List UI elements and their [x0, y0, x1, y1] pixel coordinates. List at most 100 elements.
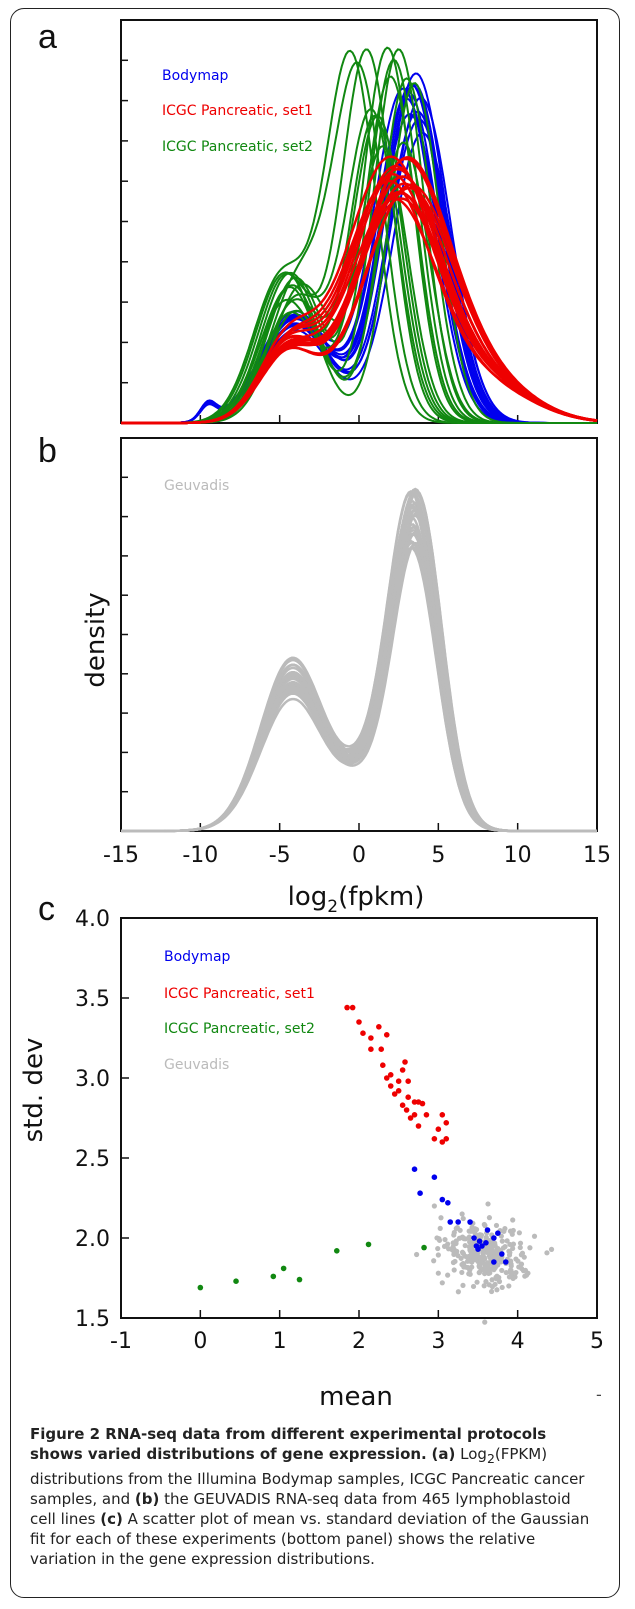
icgc1-point	[405, 1078, 411, 1084]
legend-bodymap-c: Bodymap	[164, 949, 231, 965]
legend-geuvadis-b: Geuvadis	[164, 478, 229, 494]
panel-c-points	[197, 1004, 555, 1325]
geuvadis-density-line	[121, 509, 597, 833]
geuvadis-density-line	[121, 511, 597, 833]
geuvadis-point	[461, 1264, 467, 1270]
legend-icgc2-c: ICGC Pancreatic, set2	[164, 1021, 315, 1037]
icgc1-point	[435, 1126, 442, 1132]
geuvadis-point	[462, 1242, 468, 1249]
geuvadis-density-line	[121, 487, 597, 833]
icgc1-point	[376, 1024, 382, 1030]
panel-b-lines	[121, 487, 597, 833]
icgc1-point	[368, 1046, 374, 1052]
legend-icgc1-c: ICGC Pancreatic, set1	[164, 986, 315, 1002]
icgc1-point	[380, 1062, 386, 1068]
icgc2-point	[296, 1276, 303, 1283]
geuvadis-point	[450, 1244, 456, 1250]
geuvadis-point	[470, 1283, 477, 1290]
icgc1-point	[402, 1059, 408, 1065]
caption-a-label: (a)	[431, 1445, 456, 1463]
panel-c: -1 0 1 2 3 4 5 1.5 2.0 2.5 3.0 3.5 4.0 Bodymap ICGC…	[19, 907, 604, 1412]
bodymap-point	[471, 1235, 477, 1241]
geuvadis-density-line	[121, 532, 597, 833]
caption-part3: A scatter plot of mean vs. standard devi…	[30, 1510, 590, 1568]
geuvadis-point	[478, 1232, 485, 1238]
x-tick-label: -10	[182, 843, 218, 868]
geuvadis-point	[439, 1280, 445, 1286]
panel-b: Geuvadis density -15 -10 -5 0 5 10 15 log2(fpk…	[81, 437, 611, 917]
geuvadis-point	[460, 1215, 466, 1222]
geuvadis-point	[513, 1269, 519, 1276]
geuvadis-point	[522, 1267, 529, 1273]
x-tick-label: -1	[110, 1329, 132, 1354]
icgc1-density-line	[121, 192, 598, 425]
xlabel-mean: mean	[319, 1382, 393, 1412]
caption-part1: Log	[455, 1445, 487, 1463]
geuvadis-point	[435, 1270, 441, 1276]
geuvadis-point	[508, 1258, 514, 1264]
panel-a-ticks	[120, 59, 598, 423]
panel-letter-a: a	[38, 18, 57, 56]
geuvadis-point	[476, 1262, 483, 1268]
geuvadis-point	[451, 1267, 457, 1273]
x-tick-label: 15	[583, 843, 611, 868]
x-tick-label: 3	[431, 1329, 445, 1354]
geuvadis-point	[435, 1245, 441, 1252]
bodymap-point	[467, 1219, 473, 1225]
geuvadis-point	[455, 1289, 461, 1295]
geuvadis-point	[459, 1211, 465, 1217]
geuvadis-density-line	[121, 541, 597, 833]
x-tick-label: 0	[193, 1329, 207, 1354]
caption-part1-post: (FPKM) distributions from the Illumina B…	[30, 1445, 585, 1508]
icgc2-point	[421, 1244, 427, 1251]
bodymap-point	[499, 1251, 505, 1257]
panel-b-frame	[120, 437, 598, 832]
icgc1-point	[383, 1032, 390, 1038]
geuvadis-point	[510, 1217, 516, 1223]
panel-c-ytick-labels: 1.5 2.0 2.5 3.0 3.5 4.0	[75, 907, 110, 1332]
x-tick-label: 10	[504, 843, 532, 868]
geuvadis-point	[435, 1252, 441, 1258]
icgc1-point	[411, 1112, 418, 1118]
icgc1-point	[405, 1094, 411, 1100]
geuvadis-point	[431, 1258, 437, 1264]
geuvadis-point	[544, 1250, 550, 1256]
icgc1-point	[378, 1046, 385, 1052]
geuvadis-point	[517, 1240, 524, 1246]
geuvadis-density-line	[121, 503, 597, 833]
panel-letter-c: c	[38, 890, 55, 928]
geuvadis-point	[436, 1237, 443, 1243]
geuvadis-point	[450, 1240, 456, 1246]
geuvadis-point	[459, 1269, 465, 1276]
bodymap-point	[473, 1243, 480, 1249]
geuvadis-density-line	[121, 532, 597, 833]
geuvadis-point	[467, 1271, 473, 1277]
caption-c-label: (c)	[100, 1510, 123, 1528]
panel-a: Bodymap ICGC Pancreatic, set1 ICGC Pancr…	[120, 19, 598, 425]
geuvadis-point	[492, 1240, 498, 1246]
caption-fig-label: Figure 2	[30, 1425, 101, 1443]
panel-c-xtick-labels: -1 0 1 2 3 4 5	[110, 1329, 604, 1354]
bodymap-point	[495, 1230, 501, 1236]
geuvadis-point	[503, 1269, 509, 1276]
caption-sub: 2	[486, 1451, 495, 1466]
x-tick-label: 4	[511, 1329, 525, 1354]
icgc1-point	[407, 1115, 414, 1121]
geuvadis-point	[515, 1258, 521, 1264]
geuvadis-point	[458, 1255, 464, 1261]
panel-b-xtick-labels: -15 -10 -5 0 5 10 15	[103, 843, 611, 868]
geuvadis-point	[487, 1246, 493, 1252]
geuvadis-point	[445, 1272, 451, 1278]
icgc1-point	[395, 1078, 402, 1084]
geuvadis-density-line	[121, 530, 597, 833]
geuvadis-density-line	[121, 528, 597, 833]
icgc1-point	[399, 1067, 406, 1073]
geuvadis-point	[431, 1203, 437, 1209]
geuvadis-point	[481, 1283, 487, 1289]
geuvadis-point	[476, 1270, 482, 1276]
icgc1-point	[387, 1083, 394, 1089]
panel-b-ticks	[120, 476, 598, 831]
bodymap-point	[431, 1174, 438, 1180]
geuvadis-point	[483, 1278, 489, 1285]
y-tick-label: 2.5	[75, 1147, 110, 1172]
